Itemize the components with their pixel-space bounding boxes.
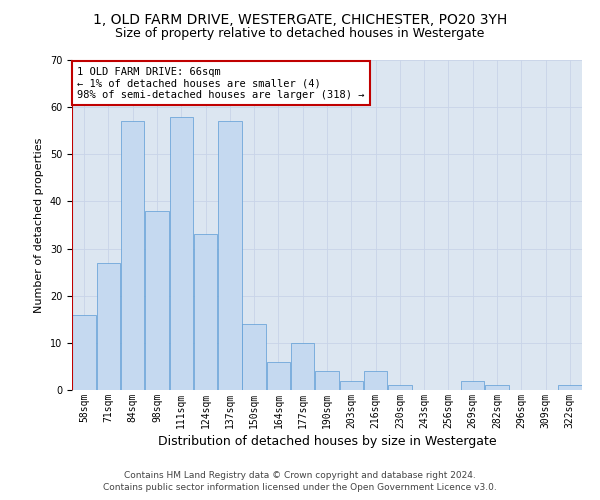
X-axis label: Distribution of detached houses by size in Westergate: Distribution of detached houses by size … — [158, 435, 496, 448]
Bar — [242, 324, 266, 390]
Text: 1, OLD FARM DRIVE, WESTERGATE, CHICHESTER, PO20 3YH: 1, OLD FARM DRIVE, WESTERGATE, CHICHESTE… — [93, 12, 507, 26]
Bar — [388, 386, 412, 390]
Bar — [121, 122, 145, 390]
Text: 1 OLD FARM DRIVE: 66sqm
← 1% of detached houses are smaller (4)
98% of semi-deta: 1 OLD FARM DRIVE: 66sqm ← 1% of detached… — [77, 66, 365, 100]
Bar — [170, 116, 193, 390]
Bar — [266, 362, 290, 390]
Y-axis label: Number of detached properties: Number of detached properties — [34, 138, 44, 312]
Bar — [485, 386, 509, 390]
Bar — [194, 234, 217, 390]
Bar — [97, 262, 120, 390]
Bar — [558, 386, 581, 390]
Bar — [73, 314, 96, 390]
Bar — [340, 380, 363, 390]
Bar — [218, 122, 242, 390]
Bar — [145, 211, 169, 390]
Text: Contains HM Land Registry data © Crown copyright and database right 2024.: Contains HM Land Registry data © Crown c… — [124, 471, 476, 480]
Bar — [291, 343, 314, 390]
Text: Size of property relative to detached houses in Westergate: Size of property relative to detached ho… — [115, 28, 485, 40]
Bar — [461, 380, 484, 390]
Bar — [364, 371, 388, 390]
Bar — [315, 371, 339, 390]
Text: Contains public sector information licensed under the Open Government Licence v3: Contains public sector information licen… — [103, 484, 497, 492]
